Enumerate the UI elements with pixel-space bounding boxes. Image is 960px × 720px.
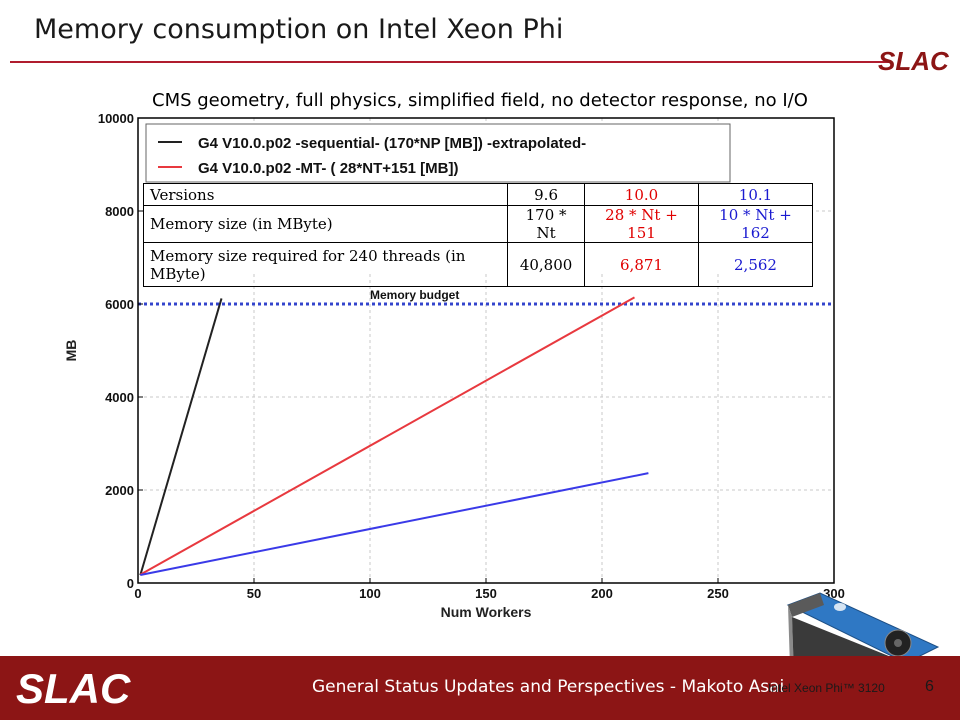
legend-label-1: G4 V10.0.p02 -sequential- (170*NP [MB]) … <box>198 135 586 152</box>
slide-subtitle: CMS geometry, full physics, simplified f… <box>152 90 808 111</box>
y-tick-label: 8000 <box>105 204 134 219</box>
slide-title: Memory consumption on Intel Xeon Phi <box>34 14 564 45</box>
table-cell: Versions <box>142 183 509 206</box>
x-tick-label: 50 <box>247 586 261 601</box>
slac-logo-footer-text: SLAC <box>16 665 131 709</box>
budget-label: Memory budget <box>370 288 459 302</box>
table-cell: 10 * Nt + 162 <box>697 205 814 243</box>
title-rule <box>10 61 890 63</box>
footer-text: General Status Updates and Perspectives … <box>312 677 785 697</box>
table-cell: 40,800 <box>507 242 585 287</box>
series-line-2 <box>139 296 635 576</box>
x-tick-label: 100 <box>359 586 381 601</box>
series-line-1 <box>139 298 223 576</box>
table-row: Versions 9.6 10.0 10.1 <box>142 183 814 206</box>
legend-box <box>145 123 731 183</box>
y-tick-label: 10000 <box>98 111 134 126</box>
footer-bar <box>0 656 960 720</box>
table-cell: 6,871 <box>584 242 699 287</box>
y-tick-label: 4000 <box>105 390 134 405</box>
slac-logo-footer: SLAC <box>16 665 131 709</box>
slac-logo-text: SLAC <box>878 46 950 76</box>
table-cell: 170 * Nt <box>507 205 585 243</box>
y-tick-label: 0 <box>127 576 134 591</box>
table-cell: 28 * Nt + 151 <box>584 205 699 243</box>
x-tick-label: 250 <box>707 586 729 601</box>
page-number: 6 <box>925 678 934 695</box>
version-table-box: Versions 9.6 10.0 10.1 Memory size (in M… <box>142 183 814 287</box>
memory-chart: Memory budget 0 50 100 150 200 250 30002000400… <box>63 111 845 620</box>
table-cell: Memory size required for 240 threads (in… <box>142 242 509 287</box>
y-axis-label: MB <box>63 340 79 362</box>
table-cell: 10.0 <box>584 183 699 206</box>
image-caption: Intel Xeon Phi™ 3120 <box>768 681 885 695</box>
x-axis-label: Num Workers <box>441 604 532 620</box>
x-tick-label: 0 <box>134 586 141 601</box>
legend-label-2: G4 V10.0.p02 -MT- ( 28*NT+151 [MB]) <box>198 160 459 177</box>
table-cell: 10.1 <box>697 183 814 206</box>
slac-logo-top: SLAC <box>878 46 950 76</box>
table-row: Memory size (in MByte) 170 * Nt 28 * Nt … <box>142 205 814 243</box>
x-tick-label: 200 <box>591 586 613 601</box>
table-cell: 2,562 <box>697 242 814 287</box>
x-tick-label: 150 <box>475 586 497 601</box>
version-table: Versions 9.6 10.0 10.1 Memory size (in M… <box>142 183 814 287</box>
y-tick-label: 2000 <box>105 483 134 498</box>
table-cell: 9.6 <box>507 183 585 206</box>
y-tick-label: 6000 <box>105 297 134 312</box>
table-cell: Memory size (in MByte) <box>142 205 509 243</box>
series-line-3 <box>140 472 649 576</box>
table-row: Memory size required for 240 threads (in… <box>142 242 814 287</box>
